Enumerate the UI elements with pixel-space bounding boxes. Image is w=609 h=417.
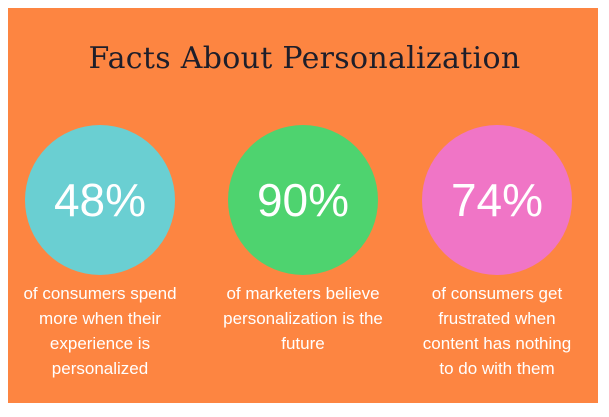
stat-block-consumers-spend: 48% of consumers spend more when their e… [0,125,200,395]
stat-circle: 48% [25,125,175,275]
caption-line: of consumers spend [23,284,177,303]
stat-percentage: 48% [53,174,147,226]
page-title: Facts About Personalization [88,41,521,76]
stat-percentage: 90% [256,174,350,226]
stat-block-consumers-frustrated: 74% of consumers get frustrated when con… [397,125,597,395]
caption-line: personalization is the [223,309,383,328]
caption-line: content has nothing [422,334,572,353]
stat-circle: 90% [228,125,378,275]
caption-line: to do with them [439,359,555,378]
caption-line: future [281,334,325,353]
caption-line: experience is [49,334,151,353]
caption-line: personalized [51,359,149,378]
caption-line: frustrated when [438,309,556,328]
stat-caption: of consumers get frustrated when content… [397,281,597,381]
caption-line: of marketers believe [226,284,380,303]
stat-caption: of consumers spend more when their exper… [0,281,200,381]
stat-circle: 74% [422,125,572,275]
stat-percentage: 74% [450,174,544,226]
caption-line: of consumers get [431,284,563,303]
stat-caption: of marketers believe personalization is … [203,281,403,356]
stat-block-marketers-believe: 90% of marketers believe personalization… [203,125,403,395]
caption-line: more when their [39,309,161,328]
